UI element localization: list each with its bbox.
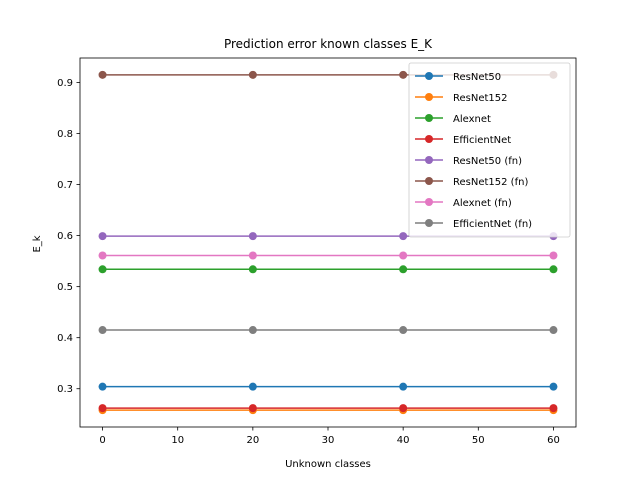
legend-entry: Alexnet (fn)	[453, 198, 512, 209]
series-2	[98, 265, 558, 274]
legend-entry: EfficientNet (fn)	[453, 219, 532, 230]
y-tick-label: 0.9	[57, 78, 73, 89]
plot-area: 0 10 20 30 40 50 60 0.3 0.4 0.5 0.6 0.7 0.8 0.9	[57, 57, 577, 446]
x-tick-label: 0	[99, 435, 105, 446]
y-tick-label: 0.3	[57, 384, 73, 395]
x-tick-label: 20	[246, 435, 259, 446]
data-point	[248, 382, 257, 391]
legend-marker	[425, 135, 433, 143]
data-point	[98, 70, 107, 79]
data-point	[248, 404, 257, 413]
legend-marker	[425, 72, 433, 80]
legend-entry: ResNet152 (fn)	[453, 177, 528, 188]
legend-marker	[425, 198, 433, 206]
data-point	[98, 404, 107, 413]
y-tick-label: 0.7	[57, 180, 73, 191]
series-7	[98, 326, 558, 335]
legend-marker	[425, 93, 433, 101]
data-point	[248, 251, 257, 260]
data-point	[98, 326, 107, 335]
chart-title: Prediction error known classes E_K	[224, 37, 433, 51]
data-point	[549, 326, 558, 335]
data-point	[98, 265, 107, 274]
y-tick-label: 0.5	[57, 282, 73, 293]
data-point	[549, 265, 558, 274]
data-point	[399, 404, 408, 413]
data-point	[248, 265, 257, 274]
legend-marker	[425, 156, 433, 164]
data-point	[98, 251, 107, 260]
legend-entry: ResNet50	[453, 72, 501, 83]
data-point	[399, 251, 408, 260]
y-tick-label: 0.6	[57, 231, 73, 242]
x-tick-label: 40	[397, 435, 410, 446]
data-point	[248, 232, 257, 241]
x-tick-label: 10	[171, 435, 184, 446]
legend-marker	[425, 219, 433, 227]
y-tick-label: 0.4	[57, 333, 73, 344]
legend-entry: EfficientNet	[453, 135, 511, 146]
series-3	[98, 404, 558, 413]
legend-marker	[425, 114, 433, 122]
data-point	[549, 404, 558, 413]
legend-entry: ResNet50 (fn)	[453, 156, 522, 167]
x-axis-label: Unknown classes	[285, 459, 371, 470]
data-point	[248, 70, 257, 79]
series-1	[98, 406, 558, 415]
legend-marker	[425, 177, 433, 185]
data-point	[399, 232, 408, 241]
data-point	[399, 326, 408, 335]
legend-entry: Alexnet	[453, 114, 491, 125]
data-point	[399, 70, 408, 79]
data-point	[248, 326, 257, 335]
x-tick-label: 30	[322, 435, 335, 446]
y-tick-label: 0.8	[57, 129, 73, 140]
data-point	[98, 232, 107, 241]
legend-box	[408, 62, 571, 238]
legend-entry: ResNet152	[453, 93, 508, 104]
x-tick-label: 60	[547, 435, 560, 446]
data-point	[399, 382, 408, 391]
data-point	[549, 251, 558, 260]
x-tick-label: 50	[472, 435, 485, 446]
data-point	[399, 265, 408, 274]
series-0	[98, 382, 558, 391]
y-axis-label: E_k	[32, 235, 43, 252]
series-6	[98, 251, 558, 260]
legend: ResNet50 ResNet152 Alexnet EfficientNet ResN…	[408, 62, 571, 238]
data-point	[549, 382, 558, 391]
data-point	[98, 382, 107, 391]
